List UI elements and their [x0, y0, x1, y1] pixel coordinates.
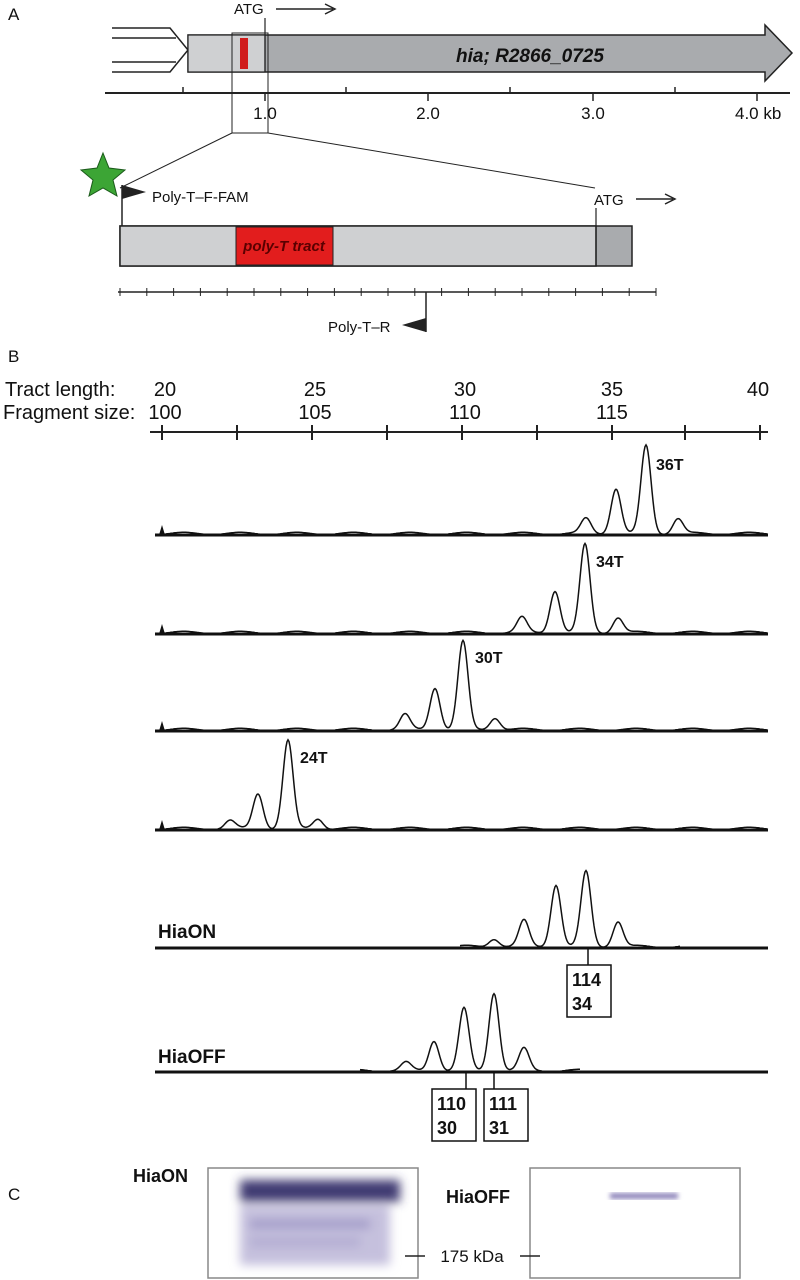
scale-label: 4.0 kb	[735, 104, 781, 123]
peak-box	[483, 1088, 529, 1142]
fam-star	[79, 151, 127, 198]
peak-tract: 30	[437, 1118, 457, 1138]
gene-upstream	[187, 34, 266, 73]
size-marker	[159, 721, 165, 731]
trace-label: HiaON	[158, 922, 216, 943]
arrow	[276, 3, 337, 15]
trace	[157, 638, 769, 732]
blot-label: HiaOFF	[446, 1187, 510, 1207]
trace-label: 34T	[596, 554, 624, 571]
zoom-upstream	[119, 225, 597, 267]
zoom-box	[231, 32, 269, 134]
blot-label: HiaON	[133, 1166, 188, 1186]
promoter-arrow	[112, 27, 189, 73]
atg-label: ATG	[234, 1, 264, 18]
arrow	[636, 193, 677, 205]
fragment-tick: 115	[596, 402, 628, 424]
gene-label: hia; R2866_0725	[456, 46, 604, 67]
trace-label: 30T	[475, 650, 503, 667]
scale-label: 2.0	[416, 104, 440, 123]
blot-band	[610, 1193, 678, 1199]
tract-tick: 40	[747, 379, 769, 401]
fragment-tick: 105	[298, 402, 331, 424]
axis-label: Fragment size:	[3, 402, 135, 424]
peak-box	[431, 1088, 477, 1142]
fragment-tick: 110	[449, 402, 481, 424]
marker-label: 175 kDa	[440, 1247, 504, 1266]
traces: 36T 34T 30T 24T HiaON HiaOFF 114 34 110 30 111 31	[155, 443, 769, 1142]
zoom-line	[267, 132, 596, 189]
trace	[157, 443, 769, 536]
trace	[157, 738, 769, 831]
trace	[359, 992, 580, 1073]
trace-label: HiaOFF	[158, 1047, 226, 1068]
tract-tick: 35	[601, 379, 623, 401]
peak-size: 111	[489, 1094, 517, 1114]
zoom-line	[119, 132, 233, 189]
peak-size: 110	[437, 1094, 466, 1114]
peak-tract: 34	[572, 994, 592, 1014]
poly-t-region	[240, 38, 248, 69]
primer-label: Poly-T–R	[328, 319, 391, 336]
primer-flag	[402, 318, 426, 332]
poly-t-tract	[235, 226, 334, 266]
tract-label: poly-T tract	[242, 238, 326, 255]
promoter-arrow	[112, 37, 176, 63]
blot-smear	[240, 1180, 400, 1265]
peak-tract: 31	[489, 1118, 509, 1138]
scale-label: 3.0	[581, 104, 605, 123]
panel-label: C	[8, 1185, 20, 1204]
trace	[459, 869, 681, 949]
tract-tick: 30	[454, 379, 476, 401]
peak-size: 114	[572, 970, 601, 990]
size-axis: 20 25 30 35 40 100 105 110 115	[148, 379, 769, 440]
axis-label: Tract length:	[5, 379, 115, 401]
trace	[157, 541, 769, 635]
primer-label: Poly-T–F-FAM	[152, 189, 249, 206]
size-marker	[159, 624, 165, 634]
tract-tick: 20	[154, 379, 176, 401]
size-marker	[159, 525, 165, 535]
size-marker	[159, 820, 165, 830]
trace-label: 36T	[656, 457, 684, 474]
scale-label: 1.0	[253, 104, 277, 123]
scale-ticks: 1.0 2.0 3.0 4.0 kb	[182, 87, 781, 123]
gene-arrow	[187, 23, 794, 83]
panel-label: B	[8, 347, 19, 366]
fragment-tick: 100	[148, 402, 181, 424]
atg-label: ATG	[594, 192, 624, 209]
scale-ticks	[119, 288, 657, 296]
panel-label: A	[8, 5, 20, 24]
peak-box	[566, 964, 612, 1018]
trace-label: 24T	[300, 750, 328, 767]
primer-flag	[122, 185, 146, 199]
blot-off	[529, 1167, 741, 1279]
tract-tick: 25	[304, 379, 326, 401]
